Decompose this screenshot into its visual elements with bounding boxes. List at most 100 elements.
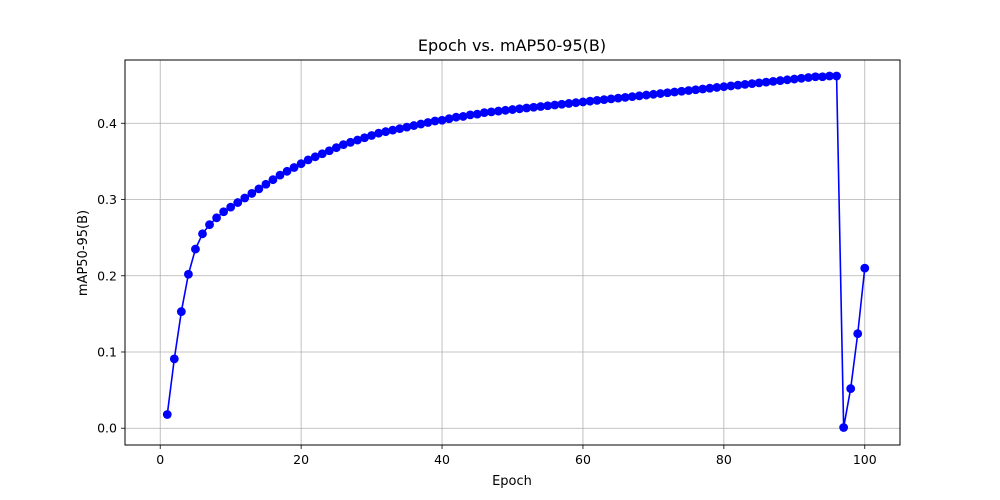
data-point	[367, 131, 376, 140]
data-point	[402, 122, 412, 132]
data-point	[663, 88, 672, 98]
x-tick-label: 40	[434, 452, 450, 467]
y-axis-label: mAP50-95(B)	[76, 210, 91, 296]
data-point	[698, 84, 708, 94]
data-point	[360, 133, 369, 143]
data-point	[550, 100, 560, 110]
data-point	[564, 99, 574, 108]
data-point	[501, 105, 510, 115]
y-tick-label: 0.2	[97, 268, 117, 283]
data-point	[479, 108, 489, 118]
data-point	[486, 107, 496, 117]
data-point	[268, 175, 278, 185]
data-point	[388, 125, 398, 135]
data-point	[818, 72, 827, 82]
data-point	[247, 189, 257, 198]
data-point	[543, 101, 553, 111]
data-point	[557, 99, 567, 109]
data-point	[451, 112, 461, 122]
data-point	[634, 91, 644, 101]
data-point	[303, 155, 313, 165]
data-point	[832, 71, 841, 81]
data-point	[846, 384, 856, 393]
data-point	[649, 89, 658, 99]
data-point	[219, 207, 229, 217]
data-point	[684, 86, 694, 95]
data-point	[184, 269, 193, 279]
data-point	[353, 135, 362, 145]
data-point	[423, 118, 433, 127]
y-tick-label: 0.4	[97, 116, 117, 131]
data-point	[381, 127, 391, 137]
grid	[125, 60, 900, 445]
data-point	[592, 96, 602, 105]
data-point	[606, 94, 616, 104]
data-point	[705, 83, 715, 93]
data-point	[416, 119, 426, 129]
data-point	[796, 73, 806, 83]
data-point	[233, 198, 243, 207]
data-point	[754, 78, 764, 88]
data-point	[656, 89, 665, 98]
data-point	[839, 423, 849, 432]
data-point	[331, 143, 341, 153]
data-point	[691, 85, 701, 95]
data-point	[339, 140, 348, 150]
data-point	[712, 83, 722, 92]
data-point	[162, 410, 172, 419]
data-point	[811, 72, 820, 82]
data-point	[494, 106, 503, 116]
data-point	[860, 263, 870, 273]
data-point	[585, 96, 595, 106]
data-point	[641, 90, 651, 100]
chart-title: Epoch vs. mAP50-95(B)	[418, 36, 606, 55]
data-point	[677, 86, 686, 96]
data-point	[775, 76, 785, 85]
plot-frame	[124, 59, 901, 446]
data-point	[374, 128, 384, 138]
data-point	[599, 95, 609, 105]
y-axis: 0.0 0.1 0.2 0.3 0.4	[97, 116, 125, 436]
x-tick-label: 0	[156, 452, 164, 467]
data-point	[240, 193, 250, 203]
data-point	[768, 76, 778, 86]
x-axis: 0 20 40 60 80 100	[156, 445, 877, 467]
data-point	[282, 166, 292, 176]
data-point	[508, 105, 517, 114]
data-point	[578, 97, 588, 107]
data-point	[804, 73, 813, 82]
y-tick-label: 0.3	[97, 192, 117, 207]
data-point	[191, 244, 200, 254]
series-layer	[162, 71, 870, 432]
data-point	[296, 159, 306, 169]
data-point	[430, 116, 440, 126]
data-point	[733, 80, 743, 90]
data-point	[571, 98, 581, 108]
x-tick-label: 100	[853, 452, 877, 467]
data-point	[853, 329, 863, 339]
data-point	[536, 102, 546, 111]
data-point	[289, 163, 299, 172]
data-point	[346, 137, 355, 147]
data-point	[261, 179, 271, 189]
data-point	[205, 220, 214, 230]
x-axis-label: Epoch	[492, 474, 532, 489]
data-point	[627, 92, 637, 101]
data-point	[198, 229, 207, 239]
data-point	[254, 184, 264, 194]
data-point	[747, 79, 757, 89]
data-point	[409, 121, 419, 130]
y-tick-label: 0.1	[97, 344, 117, 359]
data-point	[275, 170, 285, 180]
x-tick-label: 60	[575, 452, 591, 467]
data-point	[226, 202, 236, 212]
data-point	[782, 75, 792, 85]
data-point	[761, 77, 771, 87]
data-point	[458, 112, 468, 121]
x-tick-label: 20	[293, 452, 309, 467]
series-line	[166, 75, 866, 429]
y-tick-label: 0.0	[97, 421, 117, 436]
data-point	[529, 102, 539, 112]
data-point	[317, 149, 327, 159]
data-point	[324, 146, 334, 156]
